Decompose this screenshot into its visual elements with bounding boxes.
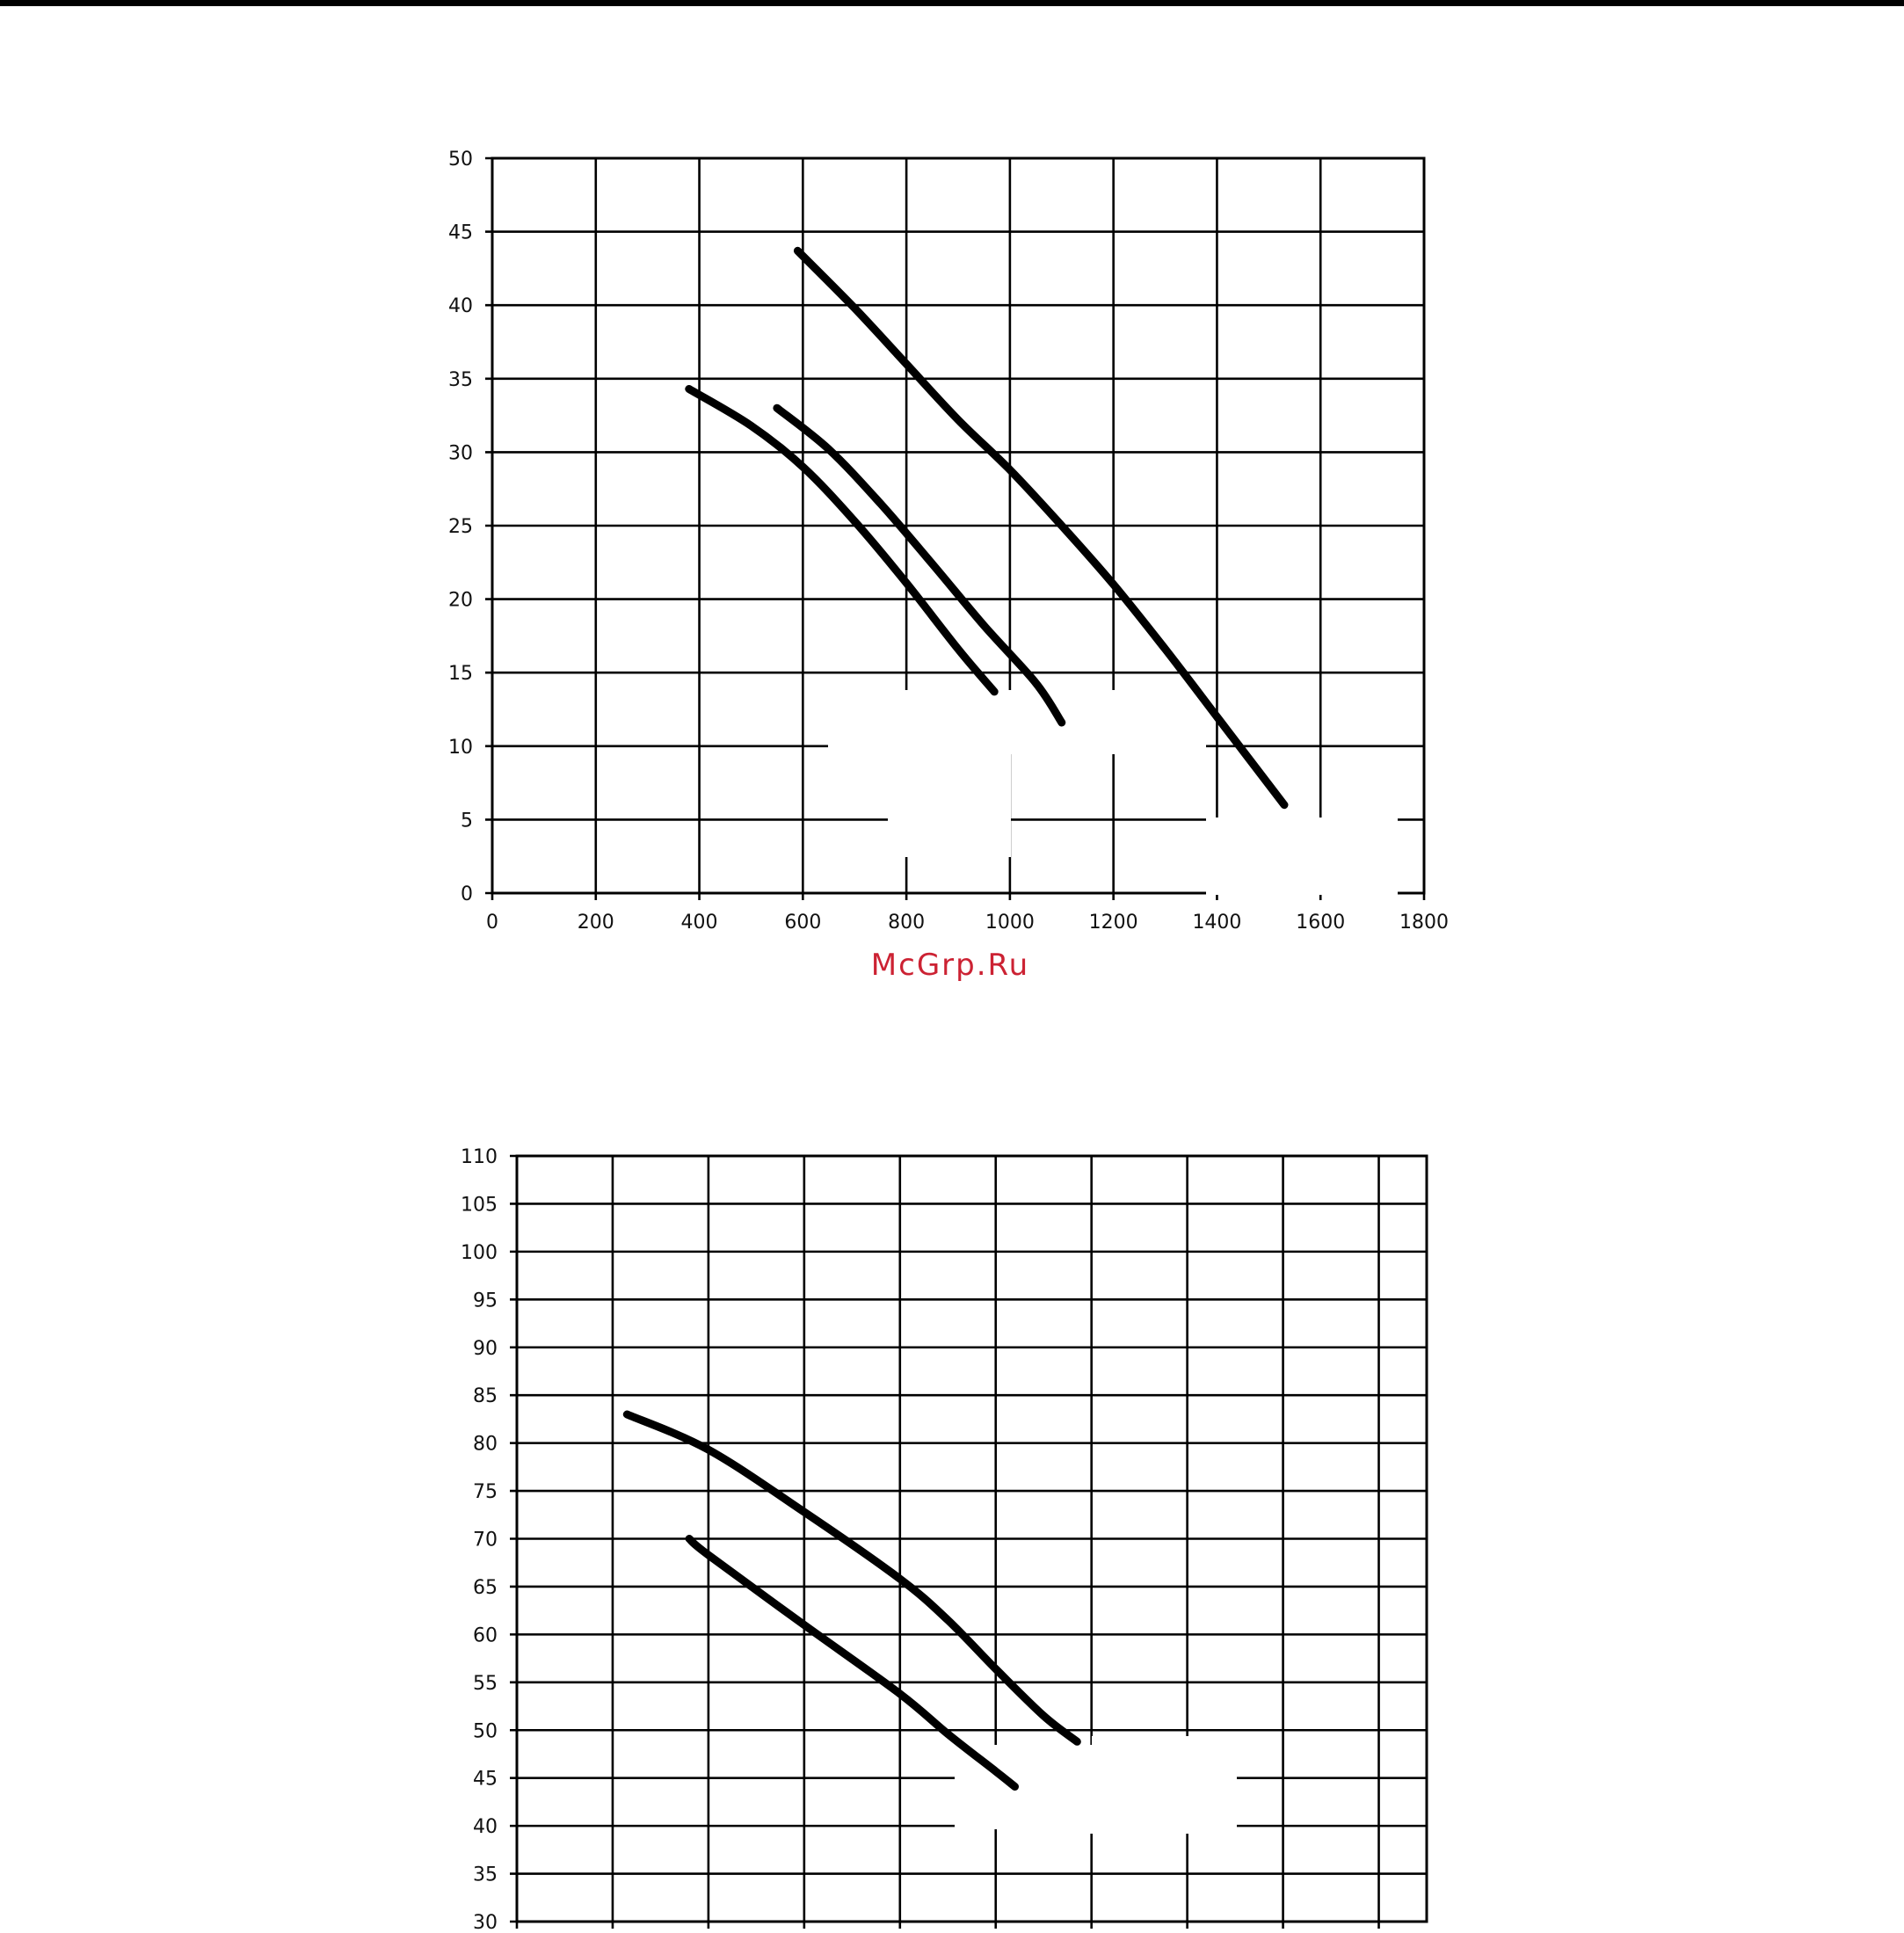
x-tick-label: 400	[681, 912, 718, 934]
y-tick-label: 50	[473, 1720, 498, 1742]
series-line-1	[622, 1410, 1081, 1746]
blank-label-area	[828, 690, 1206, 754]
y-tick-label: 75	[473, 1481, 498, 1503]
y-tick-label: 55	[473, 1673, 498, 1695]
x-tick-label: 0	[486, 912, 498, 934]
label-masks	[955, 1736, 1270, 1834]
y-tick-label: 45	[473, 1769, 498, 1791]
series-line-2	[773, 403, 1066, 727]
blank-label-area	[888, 690, 1011, 857]
y-tick-label: 60	[473, 1624, 498, 1646]
y-tick-label: 35	[448, 369, 473, 391]
x-tick-label: 1200	[1089, 912, 1138, 934]
y-tick-label: 45	[448, 222, 473, 244]
y-tick-label: 10	[448, 737, 473, 759]
top-rule	[0, 0, 1904, 6]
x-tick-label: 800	[888, 912, 925, 934]
y-tick-label: 110	[461, 1146, 498, 1168]
y-tick-label: 25	[448, 516, 473, 538]
chart-1: 0 5 10 15 20 25 30 35 40 45 50 0 200 400 600 800 1000 12…	[448, 149, 1449, 934]
x-tick-label: 1000	[985, 912, 1035, 934]
y-tick-label: 30	[473, 1912, 498, 1933]
y-tick-label: 40	[473, 1816, 498, 1838]
watermark-text: McGrp.Ru	[870, 948, 1030, 983]
x-tick-label: 1400	[1192, 912, 1241, 934]
series-line-2	[685, 1535, 1019, 1791]
watermark: McGrp.Ru	[0, 948, 1904, 983]
y-tick-label: 90	[473, 1338, 498, 1360]
x-tick-label: 1600	[1296, 912, 1345, 934]
chart-2: 30 35 40 45 50 55 60 65 70 75 80 85 90 95 100 105 110 11…	[461, 1146, 1428, 1933]
x-tick-label: 200	[578, 912, 614, 934]
label-masks	[828, 690, 1398, 895]
series-curves	[622, 1410, 1081, 1791]
blank-label-area	[1206, 818, 1398, 895]
y-tick-label: 20	[448, 590, 473, 612]
y-tick-label: 105	[461, 1194, 498, 1216]
y-tick-label: 70	[473, 1530, 498, 1551]
series-curves	[685, 246, 1289, 810]
x-tick-label: 600	[784, 912, 821, 934]
y-tick-label: 50	[448, 149, 473, 171]
y-tick-label: 30	[448, 442, 473, 464]
x-tick-label: 1800	[1399, 912, 1449, 934]
y-tick-label: 100	[461, 1242, 498, 1264]
y-tick-label: 40	[448, 295, 473, 317]
grid-lines	[485, 156, 1426, 900]
y-tick-label: 95	[473, 1290, 498, 1312]
blank-label-area	[1047, 1758, 1237, 1834]
series-line-1	[685, 385, 999, 696]
x-tick-labels: 0 200 400 600 800 1000 1200 1400 1600 1800	[486, 912, 1449, 934]
y-tick-labels: 30 35 40 45 50 55 60 65 70 75 80 85 90 95 100 105 110	[461, 1146, 498, 1933]
series-line-3	[793, 246, 1289, 810]
y-tick-label: 65	[473, 1577, 498, 1599]
y-tick-label: 0	[461, 883, 473, 905]
plot-frame	[515, 1154, 1428, 1923]
y-tick-label: 15	[448, 663, 473, 685]
y-tick-label: 85	[473, 1385, 498, 1407]
y-tick-label: 5	[461, 810, 473, 832]
y-tick-labels: 0 5 10 15 20 25 30 35 40 45 50	[448, 149, 473, 905]
y-tick-label: 80	[473, 1434, 498, 1456]
y-tick-label: 35	[473, 1864, 498, 1886]
plot-frame	[491, 156, 1426, 895]
